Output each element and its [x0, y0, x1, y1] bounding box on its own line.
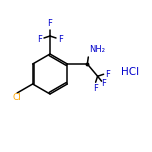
Text: F: F: [37, 35, 42, 43]
Text: F: F: [48, 19, 52, 28]
Text: Cl: Cl: [13, 93, 22, 102]
Text: F: F: [58, 35, 63, 43]
Text: F: F: [93, 84, 98, 93]
Text: F: F: [102, 79, 107, 88]
Text: HCl: HCl: [121, 67, 139, 77]
Text: NH₂: NH₂: [89, 45, 105, 54]
Text: F: F: [106, 70, 111, 79]
